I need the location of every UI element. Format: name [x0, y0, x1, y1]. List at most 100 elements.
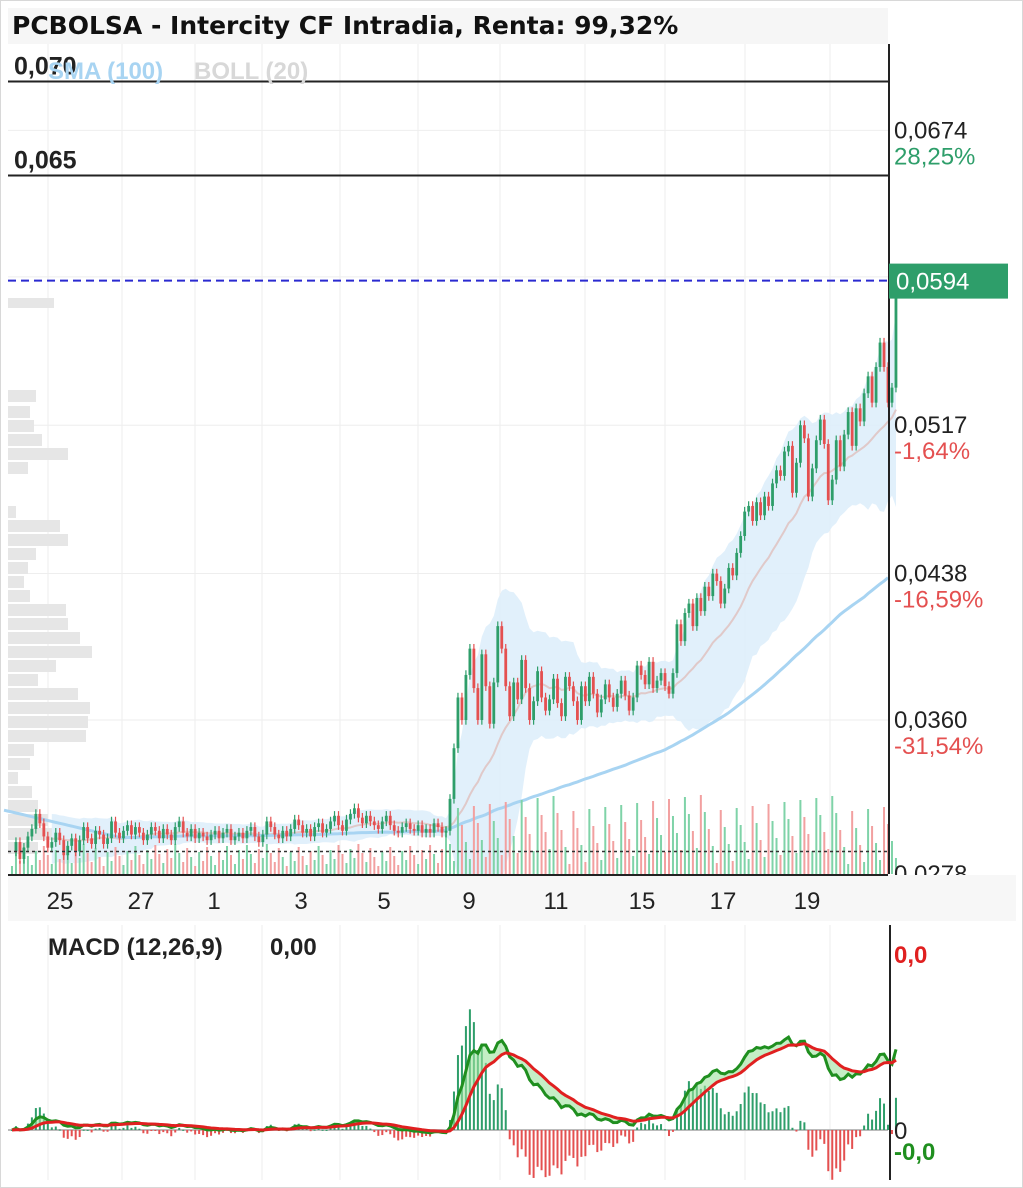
- macd-histogram-bar: [58, 1129, 61, 1131]
- volume-bar: [218, 851, 221, 874]
- volume-bar: [138, 855, 141, 874]
- volume-bar: [636, 803, 639, 874]
- candle-body: [532, 701, 536, 721]
- candle-body: [337, 815, 340, 826]
- candle-body: [26, 836, 30, 848]
- candle-body: [341, 825, 344, 831]
- volume-bar: [747, 859, 750, 874]
- macd-histogram-bar: [409, 1130, 412, 1138]
- macd-histogram-bar: [803, 1122, 806, 1130]
- candle-body: [396, 830, 400, 833]
- volume-bar: [297, 847, 300, 874]
- boll-legend[interactable]: BOLL (20): [194, 58, 308, 85]
- volume-bar: [540, 815, 543, 874]
- volume-bar: [158, 854, 161, 874]
- macd-histogram-bar: [492, 1100, 495, 1130]
- candle-body: [560, 703, 563, 717]
- macd-histogram-bar: [66, 1130, 69, 1139]
- candle-body: [329, 821, 332, 829]
- macd-histogram-bar: [859, 1130, 862, 1137]
- candle-body: [269, 821, 273, 828]
- macd-histogram-bar: [596, 1130, 599, 1153]
- macd-histogram-bar: [783, 1107, 786, 1130]
- macd-histogram-bar: [401, 1130, 404, 1140]
- volume-bar: [867, 809, 870, 874]
- candle-body: [245, 830, 249, 839]
- macd-histogram-bar: [540, 1130, 543, 1171]
- candle-body: [842, 434, 846, 467]
- volume-bar: [576, 828, 579, 874]
- candle-body: [444, 830, 448, 833]
- macd-histogram-bar: [122, 1127, 125, 1130]
- volume-bar: [337, 845, 340, 874]
- candle-body: [50, 842, 54, 848]
- candle-body: [185, 832, 189, 837]
- volume-bar: [281, 857, 284, 874]
- macd-histogram-bar: [894, 1097, 897, 1130]
- volume-bar: [699, 795, 702, 874]
- macd-histogram-bar: [214, 1130, 217, 1134]
- volume-bar: [289, 852, 292, 874]
- macd-histogram-bar: [731, 1115, 734, 1130]
- macd-histogram-bar: [520, 1130, 523, 1150]
- volume-bar: [604, 807, 607, 874]
- candle-body: [795, 462, 798, 493]
- candle-body: [122, 830, 125, 839]
- sma-legend[interactable]: SMA (100): [48, 58, 163, 85]
- candle-body: [599, 699, 603, 713]
- candle-body: [587, 676, 591, 702]
- macd-histogram-bar: [512, 1130, 515, 1146]
- volume-bar: [94, 848, 97, 874]
- candle-body: [703, 586, 707, 612]
- volume-bar: [751, 806, 754, 874]
- candle-body: [301, 825, 305, 833]
- candle-body: [484, 654, 488, 687]
- price-level-label: 0,070: [14, 53, 77, 81]
- time-tick-label: 1: [207, 888, 220, 915]
- candle-body: [293, 819, 297, 829]
- candle-body: [635, 665, 639, 698]
- candle-body: [651, 661, 655, 689]
- volume-bar: [460, 825, 463, 874]
- volume-bar: [472, 806, 475, 874]
- macd-histogram-bar: [134, 1126, 137, 1130]
- volume-bar: [536, 798, 539, 874]
- macd-histogram-bar: [345, 1126, 348, 1130]
- candle-body: [579, 686, 583, 721]
- macd-histogram-bar: [807, 1130, 810, 1150]
- volume-bar: [118, 856, 121, 874]
- candle-body: [846, 412, 850, 435]
- profile-bar: [8, 688, 78, 700]
- macd-histogram-bar: [711, 1088, 714, 1130]
- volume-bar: [373, 857, 376, 874]
- volume-bar: [413, 855, 416, 874]
- candle-body: [173, 827, 177, 841]
- volume-bar: [703, 812, 706, 874]
- macd-histogram-bar: [628, 1130, 631, 1144]
- volume-bar: [695, 848, 698, 874]
- candle-body: [468, 648, 472, 675]
- candle-body: [34, 813, 38, 829]
- macd-histogram-bar: [389, 1130, 392, 1135]
- macd-histogram-bar: [222, 1130, 225, 1133]
- macd-histogram-bar: [62, 1130, 65, 1138]
- profile-bar: [8, 618, 68, 630]
- macd-histogram-bar: [644, 1124, 647, 1130]
- price-tick-label: 0,0674: [894, 117, 967, 144]
- volume-bar: [277, 848, 280, 874]
- candle-body: [834, 440, 838, 480]
- volume-bar: [66, 854, 69, 874]
- macd-histogram-bar: [867, 1113, 870, 1130]
- macd-axis-top: 0,0: [894, 942, 927, 969]
- volume-bar: [313, 860, 316, 874]
- macd-histogram-bar: [174, 1130, 177, 1133]
- macd-histogram-bar: [699, 1088, 702, 1130]
- candle-body: [440, 827, 444, 833]
- candle-body: [802, 425, 806, 439]
- macd-histogram-bar: [632, 1130, 635, 1142]
- volume-bar: [516, 853, 519, 874]
- candle-body: [464, 674, 468, 721]
- candle-body: [54, 832, 58, 843]
- volume-bar: [596, 843, 599, 874]
